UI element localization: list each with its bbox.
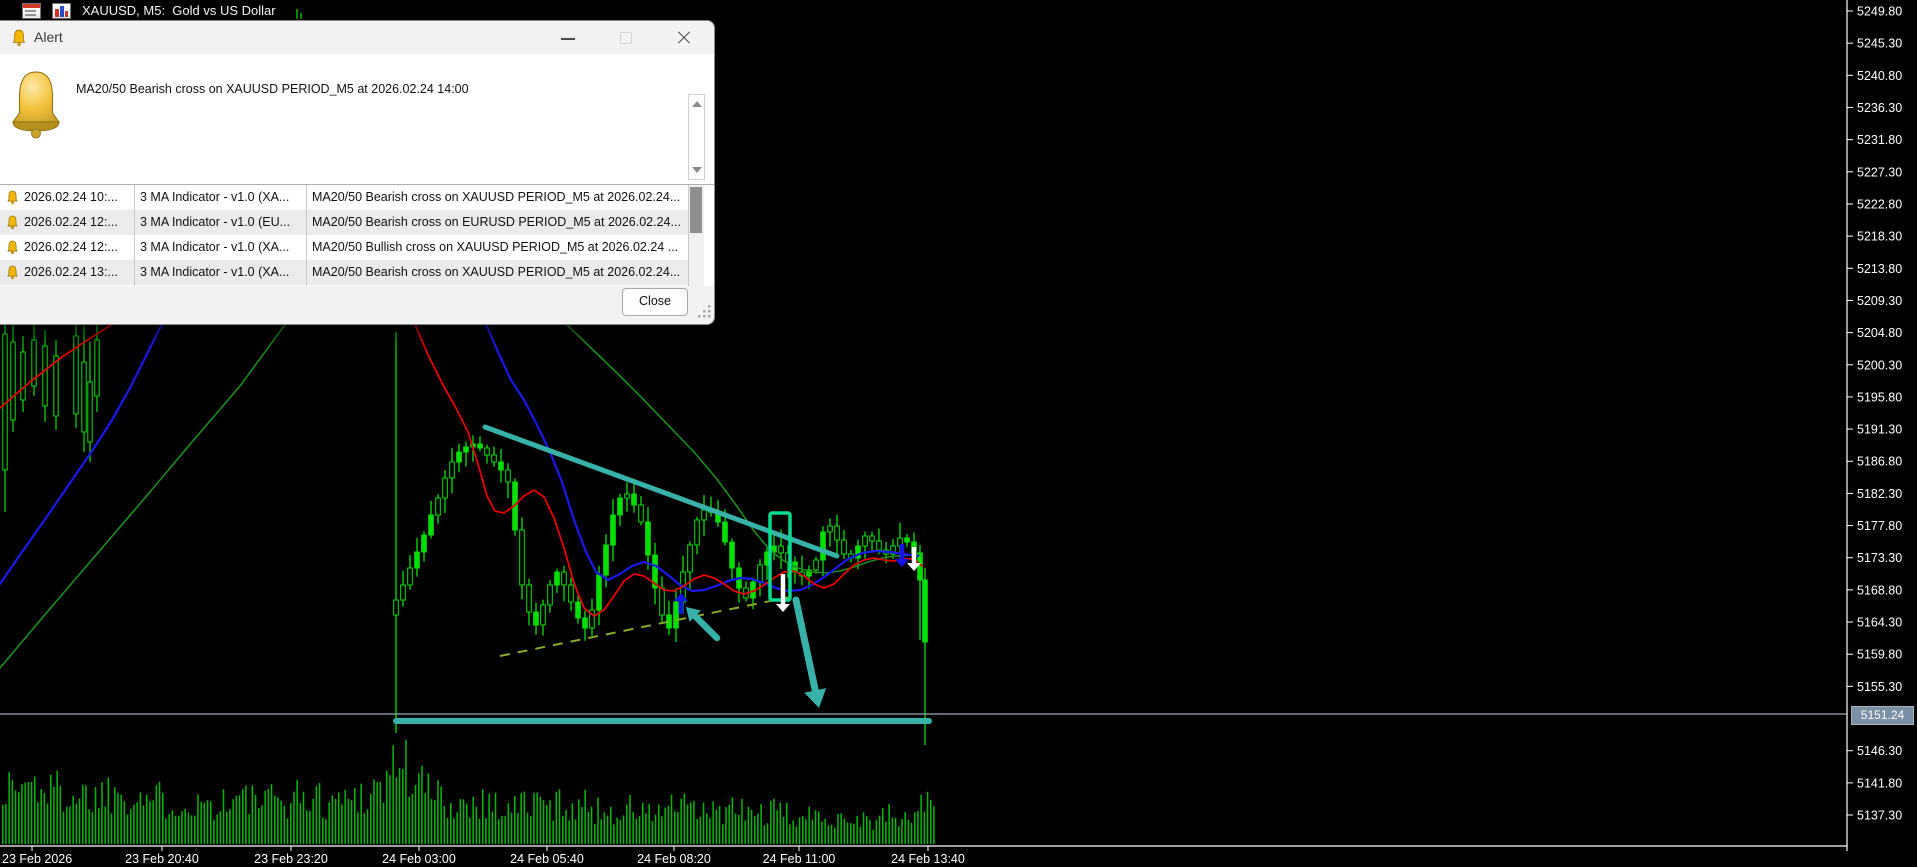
minimize-button[interactable] bbox=[546, 21, 590, 54]
svg-text:5182.30: 5182.30 bbox=[1857, 487, 1902, 501]
alert-source: 3 MA Indicator - v1.0 (XA... bbox=[140, 240, 290, 254]
svg-text:24 Feb 08:20: 24 Feb 08:20 bbox=[637, 852, 711, 866]
chart-title: XAUUSD, M5: Gold vs US Dollar bbox=[82, 3, 276, 18]
current-price-badge: 5151.24 bbox=[1851, 706, 1914, 725]
scrollbar-thumb[interactable] bbox=[690, 187, 702, 233]
svg-text:5195.80: 5195.80 bbox=[1857, 390, 1902, 404]
list-divider bbox=[0, 184, 714, 185]
svg-text:5173.30: 5173.30 bbox=[1857, 551, 1902, 565]
alert-history-list: 2026.02.24 10:... 3 MA Indicator - v1.0 … bbox=[0, 185, 714, 286]
close-window-button[interactable] bbox=[662, 21, 706, 54]
alert-message: MA20/50 Bearish cross on XAUUSD PERIOD_M… bbox=[76, 82, 469, 96]
alert-time: 2026.02.24 12:... bbox=[24, 240, 118, 254]
alert-dialog-titlebar[interactable]: Alert bbox=[0, 21, 714, 54]
svg-text:5227.30: 5227.30 bbox=[1857, 165, 1902, 179]
svg-text:23 Feb 23:20: 23 Feb 23:20 bbox=[254, 852, 328, 866]
trend-annotations[interactable] bbox=[0, 424, 1847, 724]
alert-text: MA20/50 Bearish cross on EURUSD PERIOD_M… bbox=[312, 215, 681, 229]
svg-text:5155.30: 5155.30 bbox=[1857, 680, 1902, 694]
alert-dialog-title: Alert bbox=[34, 29, 63, 45]
close-button[interactable]: Close bbox=[622, 288, 688, 316]
resize-grip-icon[interactable] bbox=[698, 305, 712, 319]
svg-text:5177.80: 5177.80 bbox=[1857, 519, 1902, 533]
price-axis: 5249.80 5245.30 5240.80 5236.30 5231.80 5227.… bbox=[1846, 0, 1902, 851]
column-divider bbox=[134, 185, 135, 286]
svg-text:5209.30: 5209.30 bbox=[1857, 294, 1902, 308]
alert-message-panel: MA20/50 Bearish cross on XAUUSD PERIOD_M… bbox=[0, 54, 714, 184]
alert-time: 2026.02.24 13:... bbox=[24, 265, 118, 279]
moving-average-lines bbox=[0, 320, 923, 669]
alert-text: MA20/50 Bearish cross on XAUUSD PERIOD_M… bbox=[312, 265, 681, 279]
svg-text:24 Feb 13:40: 24 Feb 13:40 bbox=[891, 852, 965, 866]
alert-text: MA20/50 Bullish cross on XAUUSD PERIOD_M… bbox=[312, 240, 679, 254]
alert-source: 3 MA Indicator - v1.0 (EU... bbox=[140, 215, 291, 229]
alert-dialog[interactable]: Alert MA20/50 Bearish cross on XAUUSD PE… bbox=[0, 20, 715, 325]
alert-bell-icon bbox=[12, 71, 60, 139]
svg-text:5186.80: 5186.80 bbox=[1857, 455, 1902, 469]
svg-text:24 Feb 03:00: 24 Feb 03:00 bbox=[382, 852, 456, 866]
alert-source: 3 MA Indicator - v1.0 (XA... bbox=[140, 265, 290, 279]
svg-text:23 Feb 2026: 23 Feb 2026 bbox=[2, 852, 72, 866]
svg-text:5159.80: 5159.80 bbox=[1857, 648, 1902, 662]
scroll-down-icon[interactable] bbox=[691, 167, 702, 173]
alert-row[interactable]: 2026.02.24 12:... 3 MA Indicator - v1.0 … bbox=[0, 210, 688, 235]
svg-text:5168.80: 5168.80 bbox=[1857, 583, 1902, 597]
maximize-button[interactable] bbox=[604, 21, 648, 54]
svg-text:5249.80: 5249.80 bbox=[1857, 5, 1902, 19]
svg-text:5240.80: 5240.80 bbox=[1857, 69, 1902, 83]
alert-time: 2026.02.24 12:... bbox=[24, 215, 118, 229]
svg-text:5200.30: 5200.30 bbox=[1857, 358, 1902, 372]
svg-text:5222.80: 5222.80 bbox=[1857, 197, 1902, 211]
svg-text:24 Feb 11:00: 24 Feb 11:00 bbox=[763, 852, 836, 866]
svg-text:5164.30: 5164.30 bbox=[1857, 616, 1902, 630]
alert-time: 2026.02.24 10:... bbox=[24, 190, 118, 204]
svg-text:5141.80: 5141.80 bbox=[1857, 776, 1902, 790]
chart-icon bbox=[52, 3, 71, 19]
maximize-icon bbox=[620, 32, 632, 44]
alert-row[interactable]: 2026.02.24 13:... 3 MA Indicator - v1.0 … bbox=[0, 260, 688, 285]
time-axis: 23 Feb 2026 23 Feb 20:40 23 Feb 23:20 24 Fe… bbox=[0, 845, 1847, 866]
terminal-icon bbox=[22, 3, 41, 19]
svg-text:5245.30: 5245.30 bbox=[1857, 37, 1902, 51]
chart-window-titlebar: XAUUSD, M5: Gold vs US Dollar bbox=[0, 0, 1917, 20]
svg-text:5213.80: 5213.80 bbox=[1857, 262, 1902, 276]
alert-source: 3 MA Indicator - v1.0 (XA... bbox=[140, 190, 290, 204]
alert-text: MA20/50 Bearish cross on XAUUSD PERIOD_M… bbox=[312, 190, 681, 204]
list-scrollbar[interactable] bbox=[688, 185, 704, 286]
message-scrollbar[interactable] bbox=[688, 94, 705, 180]
alert-row[interactable]: 2026.02.24 12:... 3 MA Indicator - v1.0 … bbox=[0, 235, 688, 260]
svg-text:5146.30: 5146.30 bbox=[1857, 744, 1902, 758]
scroll-up-icon[interactable] bbox=[691, 101, 702, 107]
svg-text:24 Feb 05:40: 24 Feb 05:40 bbox=[510, 852, 584, 866]
bell-icon bbox=[7, 265, 18, 280]
bell-icon bbox=[7, 215, 18, 230]
svg-text:5218.30: 5218.30 bbox=[1857, 230, 1902, 244]
svg-text:23 Feb 20:40: 23 Feb 20:40 bbox=[125, 852, 199, 866]
svg-text:5204.80: 5204.80 bbox=[1857, 326, 1902, 340]
bell-icon bbox=[7, 240, 18, 255]
column-divider bbox=[306, 185, 307, 286]
svg-text:5231.80: 5231.80 bbox=[1857, 133, 1902, 147]
volume-histogram bbox=[2, 739, 935, 844]
minimize-icon bbox=[561, 38, 575, 40]
svg-text:5236.30: 5236.30 bbox=[1857, 101, 1902, 115]
svg-text:5191.30: 5191.30 bbox=[1857, 423, 1902, 437]
alert-row[interactable]: 2026.02.24 10:... 3 MA Indicator - v1.0 … bbox=[0, 185, 688, 210]
svg-text:5137.30: 5137.30 bbox=[1857, 809, 1902, 823]
bell-icon bbox=[7, 190, 18, 205]
bell-icon bbox=[12, 29, 26, 47]
